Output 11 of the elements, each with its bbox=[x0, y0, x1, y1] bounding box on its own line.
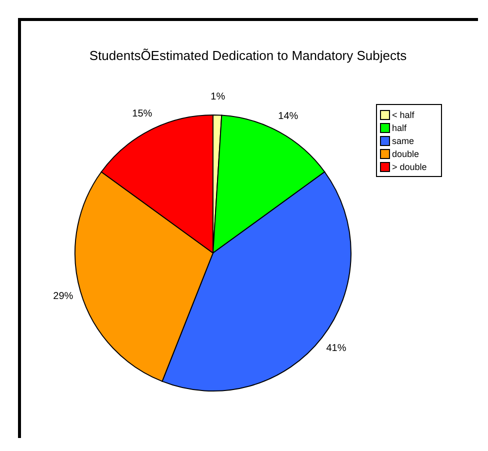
chart-title: StudentsÕEstimated Dedication to Mandatory Subjects bbox=[88, 48, 408, 63]
legend-label: < half bbox=[392, 110, 414, 120]
data-label: 41% bbox=[326, 343, 346, 354]
data-label: 15% bbox=[132, 108, 152, 120]
data-label: 29% bbox=[53, 291, 74, 302]
legend-label: > double bbox=[392, 162, 427, 172]
legend-label: same bbox=[392, 136, 414, 146]
data-label: 14% bbox=[278, 110, 298, 122]
legend-label: half bbox=[392, 122, 407, 132]
legend-label: double bbox=[392, 148, 420, 158]
data-label: 1% bbox=[210, 92, 226, 103]
